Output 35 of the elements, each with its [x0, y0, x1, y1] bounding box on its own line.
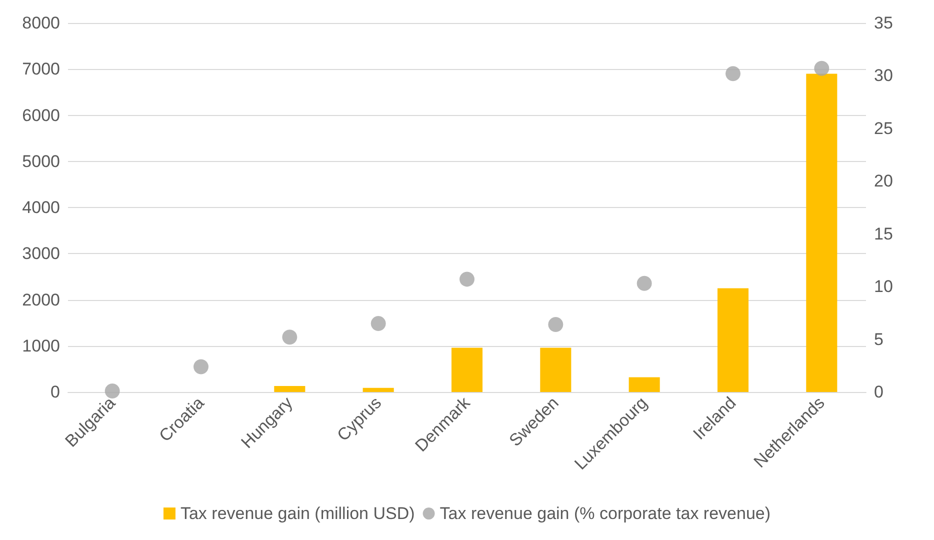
point	[814, 60, 830, 76]
point	[548, 317, 564, 332]
y-tick-label: 6000	[22, 106, 60, 125]
y2-tick-label: 0	[874, 382, 884, 402]
y2-tick-label: 15	[874, 224, 893, 244]
y2-tick-label: 10	[874, 277, 893, 296]
y2-tick-label: 5	[874, 330, 884, 349]
y2-tick-label: 35	[874, 14, 893, 32]
point	[726, 66, 740, 82]
y-tick-label: 4000	[22, 198, 60, 217]
bar	[540, 348, 572, 392]
bar	[628, 377, 660, 392]
y2-tick-label: 25	[874, 118, 893, 138]
y-tick-label: 3000	[22, 244, 60, 264]
point	[194, 359, 208, 374]
bar	[362, 388, 394, 392]
bar	[274, 386, 306, 392]
y-tick-label: 5000	[22, 152, 60, 171]
y-tick-label: 8000	[22, 14, 60, 32]
point	[104, 383, 120, 398]
point	[370, 316, 386, 331]
y-tick-label: 0	[50, 382, 60, 402]
bar	[806, 74, 838, 392]
point	[460, 272, 474, 287]
legend-label: Tax revenue gain (million USD)	[180, 504, 415, 523]
y2-tick-label: 20	[874, 172, 893, 191]
point	[282, 330, 298, 345]
y-tick-label: 7000	[22, 60, 60, 79]
y-tick-label: 1000	[22, 336, 60, 356]
bar	[717, 288, 749, 392]
bar	[451, 348, 483, 392]
legend-label: Tax revenue gain (% corporate tax revenue)	[440, 504, 771, 523]
y2-tick-label: 30	[874, 66, 893, 86]
y-tick-label: 2000	[22, 290, 60, 310]
point	[636, 276, 652, 291]
